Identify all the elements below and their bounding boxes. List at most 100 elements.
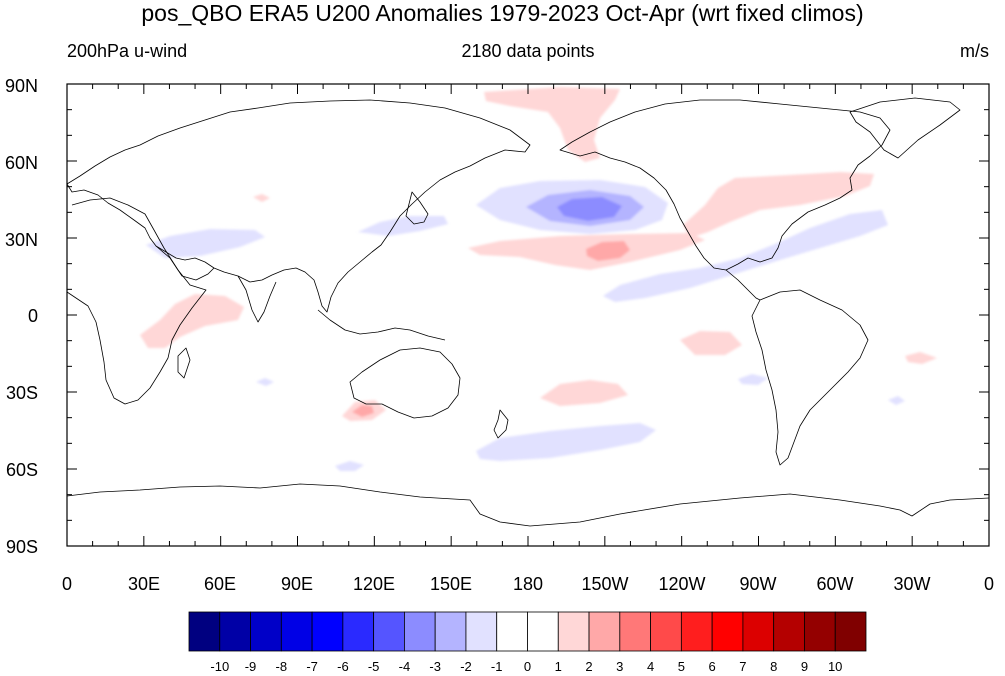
units-label: m/s xyxy=(960,41,989,61)
colorbar-swatch xyxy=(619,611,651,652)
colorbar-swatch xyxy=(496,611,528,652)
anomaly-positive-south-pacific xyxy=(540,380,628,406)
lon-label-150e: 150E xyxy=(429,574,473,594)
anomaly-negative-small-3 xyxy=(888,396,905,405)
colorbar-swatch xyxy=(834,611,867,652)
colorbar-swatch xyxy=(311,611,344,652)
coast-greenland xyxy=(849,97,961,159)
colorbar-tick-label: 0 xyxy=(523,659,532,674)
colorbar xyxy=(188,611,867,652)
coast-japan xyxy=(405,191,429,225)
colorbar-swatch xyxy=(342,611,375,652)
colorbar-tick-label: 9 xyxy=(800,659,809,674)
colorbar-swatch xyxy=(434,611,467,652)
colorbar-tick-label: 5 xyxy=(677,659,685,674)
colorbar-swatch xyxy=(188,611,221,652)
map-area xyxy=(67,87,989,527)
colorbar-tick-label: -4 xyxy=(398,659,411,674)
coast-new-zealand xyxy=(493,409,509,439)
anomaly-positive-bering xyxy=(484,87,620,162)
coast-india xyxy=(237,275,277,323)
anomaly-negative-small-1 xyxy=(256,378,274,386)
colorbar-tick-label: -1 xyxy=(490,659,503,674)
coast-madagascar xyxy=(177,347,191,379)
colorbar-tick-label: -6 xyxy=(337,659,349,674)
colorbar-tick-label: 3 xyxy=(616,659,624,674)
colorbar-tick-label: 4 xyxy=(646,659,655,674)
colorbar-swatch xyxy=(373,611,405,652)
colorbar-tick-label: 8 xyxy=(770,659,778,674)
anomaly-positive-indian-ocean xyxy=(140,294,244,348)
anomaly-positive-small-atlantic xyxy=(905,352,937,364)
lon-label-120w: 120W xyxy=(658,574,706,594)
coast-africa xyxy=(67,197,207,405)
coast-central-america xyxy=(725,269,761,301)
data-count-label: 2180 data points xyxy=(461,41,595,61)
axis-ticks xyxy=(66,83,990,547)
map-title: pos_QBO ERA5 U200 Anomalies 1979-2023 Oc… xyxy=(141,0,864,26)
colorbar-tick-label: 6 xyxy=(708,659,716,674)
anomaly-shading xyxy=(140,87,937,471)
colorbar-tick-label: -10 xyxy=(210,659,230,674)
lon-label-360: 0 xyxy=(983,574,994,594)
lat-label-90n: 90N xyxy=(4,76,38,96)
coast-south-america xyxy=(751,289,869,466)
colorbar-tick-label: -8 xyxy=(275,659,288,674)
lon-label-90w: 90W xyxy=(739,574,777,594)
lon-label-0: 0 xyxy=(61,574,72,594)
lon-label-120e: 120E xyxy=(352,574,396,594)
colorbar-swatch xyxy=(650,611,682,652)
colorbar-swatch xyxy=(404,611,436,652)
colorbar-swatch xyxy=(557,611,590,652)
colorbar-swatch xyxy=(250,611,282,652)
lon-label-150w: 150W xyxy=(581,574,629,594)
colorbar-tick-label: -5 xyxy=(367,659,380,674)
lat-label-30s: 30S xyxy=(5,383,38,403)
colorbar-swatch xyxy=(219,611,251,652)
colorbar-swatch xyxy=(742,611,775,652)
colorbar-tick-label: -7 xyxy=(306,659,318,674)
lat-label-eq: 0 xyxy=(27,306,38,326)
lon-label-60w: 60W xyxy=(816,574,854,594)
anomaly-negative-north-pacific-core xyxy=(557,197,622,221)
anomaly-positive-subtropical-pacific-core xyxy=(586,241,630,261)
lon-label-180: 180 xyxy=(512,574,544,594)
coast-north-america xyxy=(559,99,891,271)
colorbar-swatch xyxy=(711,611,744,652)
anomaly-positive-central-pacific xyxy=(680,331,742,355)
variable-label: 200hPa u-wind xyxy=(67,41,188,61)
coast-indonesia xyxy=(317,309,446,341)
lon-label-90e: 90E xyxy=(280,574,314,594)
colorbar-swatch xyxy=(588,611,621,652)
lat-label-60n: 60N xyxy=(4,153,38,173)
lat-label-30n: 30N xyxy=(4,230,38,250)
anomaly-negative-small-2 xyxy=(738,374,768,385)
colorbar-tick-label: -2 xyxy=(460,659,472,674)
colorbar-swatch xyxy=(280,611,313,652)
colorbar-tick-label: -3 xyxy=(429,659,441,674)
coast-arabia xyxy=(155,245,215,281)
lat-label-60s: 60S xyxy=(5,460,38,480)
anomaly-negative-east-asia xyxy=(358,216,448,236)
colorbar-tick-label: 2 xyxy=(585,659,593,674)
coast-eurasia xyxy=(67,99,531,313)
colorbar-swatch xyxy=(527,611,559,652)
coast-antarctica xyxy=(67,483,989,527)
colorbar-tick-label: -9 xyxy=(244,659,257,674)
coast-australia xyxy=(349,347,461,419)
anomaly-positive-small-europe xyxy=(253,194,270,202)
lat-label-90s: 90S xyxy=(5,537,38,557)
colorbar-tick-label: 10 xyxy=(827,659,843,674)
lon-label-30e: 30E xyxy=(127,574,161,594)
colorbar-swatch xyxy=(465,611,498,652)
colorbar-swatch xyxy=(773,611,805,652)
anomaly-positive-south-australia-core xyxy=(352,405,374,417)
anomaly-positive-north-america xyxy=(683,172,874,238)
anomaly-negative-east-pacific xyxy=(603,210,888,302)
anomaly-negative-southern-ocean xyxy=(476,423,656,461)
anomaly-negative-south-indian xyxy=(335,461,364,471)
colorbar-tick-label: 1 xyxy=(554,659,562,674)
colorbar-swatch xyxy=(680,611,713,652)
anomaly-negative-middle-east xyxy=(146,229,265,258)
